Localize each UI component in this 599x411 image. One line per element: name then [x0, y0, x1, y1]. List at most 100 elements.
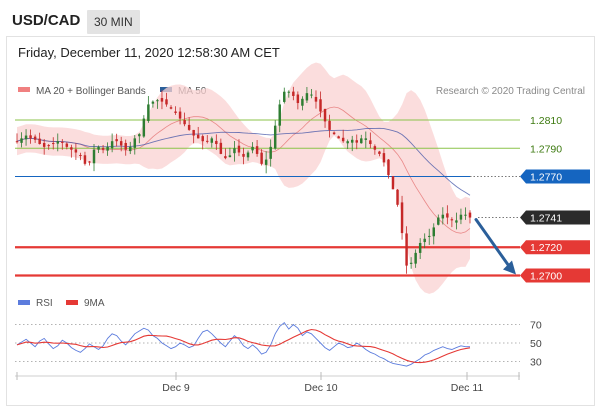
candle-body	[260, 152, 263, 164]
candle	[264, 151, 268, 174]
price-tag-label: 1.2770	[530, 172, 562, 184]
price-tag-1-2700: 1.2700	[520, 268, 590, 283]
ma50-line	[16, 127, 471, 196]
candle	[287, 90, 291, 98]
candle	[142, 115, 146, 138]
rsi-tick-label: 30	[530, 357, 542, 369]
rsi-line	[16, 321, 470, 367]
forecast-arrow-shaft	[474, 218, 512, 269]
candle-body	[215, 140, 218, 145]
candle-body	[432, 227, 435, 237]
chart-datetime: Friday, December 11, 2020 12:58:30 AM CE…	[18, 45, 280, 60]
candle-body	[337, 136, 340, 139]
candle	[378, 150, 381, 157]
candle	[323, 108, 327, 128]
price-tag-bg	[520, 240, 590, 255]
candle	[319, 91, 322, 118]
candle-body	[418, 242, 422, 253]
candle-body	[183, 120, 186, 125]
candle-body	[201, 136, 204, 142]
candle-body	[464, 214, 467, 216]
candle	[237, 139, 241, 157]
candle	[337, 135, 340, 139]
candle-body	[405, 233, 408, 266]
candle	[269, 139, 272, 167]
candle	[396, 188, 399, 207]
candle	[405, 226, 408, 274]
candle-body	[468, 212, 472, 218]
candle	[273, 120, 277, 150]
candle	[196, 126, 200, 139]
price-tag-label: 1.2700	[530, 271, 562, 283]
candle-body	[414, 252, 417, 264]
candle-body	[350, 139, 354, 143]
candle	[391, 176, 395, 190]
candle	[151, 100, 155, 108]
candle-body	[264, 159, 268, 165]
candle-body	[378, 151, 381, 154]
candle-body	[283, 91, 286, 102]
candle-body	[269, 146, 272, 159]
candle	[156, 99, 159, 109]
candle	[79, 152, 82, 161]
candle	[210, 136, 214, 148]
candle	[47, 144, 50, 150]
credit-text: Research © 2020 Trading Central	[436, 86, 585, 97]
candle-body	[423, 238, 426, 243]
candle-body	[400, 202, 404, 234]
candle	[464, 207, 467, 220]
candle-body	[110, 141, 114, 149]
candle	[437, 214, 440, 226]
candle-body	[346, 141, 349, 144]
candle-body	[323, 108, 327, 122]
candle-body	[178, 111, 182, 119]
candle	[441, 207, 445, 225]
candle	[224, 148, 227, 160]
candle-body	[341, 137, 345, 142]
candle-body	[38, 138, 41, 145]
candle-body	[210, 138, 214, 143]
price-tag-1-2810: 1.2810	[530, 115, 562, 127]
candle	[346, 139, 349, 150]
candle-body	[369, 140, 372, 145]
candle	[206, 135, 209, 144]
candle	[201, 134, 204, 150]
candle-body	[115, 139, 118, 142]
candle-body	[92, 149, 96, 164]
candle-body	[360, 138, 363, 144]
candle	[446, 205, 449, 225]
candle	[52, 137, 55, 150]
candle	[360, 134, 363, 144]
candle-body	[29, 135, 32, 139]
candle-body	[459, 214, 463, 220]
candle-body	[219, 142, 223, 154]
candle	[341, 129, 345, 143]
candle	[97, 145, 100, 154]
candle-body	[273, 125, 277, 149]
candle-body	[437, 217, 440, 225]
candle-body	[441, 214, 445, 219]
candle	[301, 96, 304, 111]
currency-pair-title: USD/CAD	[12, 12, 81, 29]
candle	[29, 129, 32, 144]
candle	[215, 134, 218, 150]
candle	[455, 212, 458, 230]
candle	[129, 141, 132, 155]
candle	[56, 133, 60, 152]
x-axis-label: Dec 11	[451, 382, 484, 394]
rsi-ma9-line	[16, 328, 471, 364]
timeframe-badge[interactable]: 30 MIN	[87, 10, 140, 34]
candle	[33, 134, 37, 143]
price-tag-bg	[520, 268, 590, 283]
price-tag-1-2790: 1.2790	[530, 143, 562, 155]
candle-body	[292, 91, 295, 96]
rsi-legend-label: RSI	[36, 298, 53, 309]
candle-body	[97, 146, 100, 150]
candle	[70, 144, 73, 158]
candle	[314, 90, 318, 109]
candle-body	[74, 149, 78, 153]
candle-body	[124, 142, 127, 150]
candle-body	[382, 153, 386, 163]
candle-body	[15, 141, 19, 143]
candle	[133, 135, 137, 155]
